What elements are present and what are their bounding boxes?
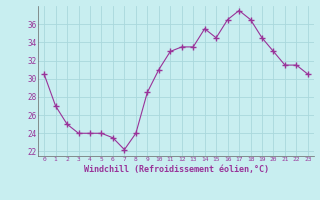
- X-axis label: Windchill (Refroidissement éolien,°C): Windchill (Refroidissement éolien,°C): [84, 165, 268, 174]
